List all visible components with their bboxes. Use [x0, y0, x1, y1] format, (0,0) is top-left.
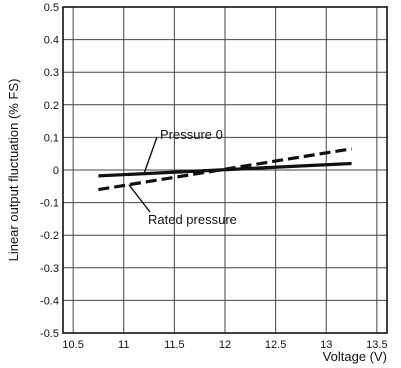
x-tick-label: 11.5: [164, 339, 185, 351]
y-tick-label: -0.3: [40, 263, 59, 275]
series-line-rated-pressure: [98, 147, 352, 192]
annotations: Pressure 0 Rated pressure: [128, 127, 237, 227]
annotation-leader-pressure-0: [143, 136, 158, 174]
x-tick-label: 11: [118, 339, 129, 351]
y-tick-label: 0.5: [44, 2, 59, 14]
x-tick-label: 12: [219, 339, 231, 351]
annotation-leader-rated-pressure: [128, 184, 151, 213]
y-tick-label: -0.5: [40, 328, 59, 340]
y-tick-label: 0: [53, 165, 59, 177]
y-tick-label: 0.3: [44, 67, 59, 79]
y-axis-label: Linear output fluctuation (% FS): [6, 79, 21, 262]
y-tick-label: 0.2: [44, 100, 59, 112]
x-tick-label: 13.5: [366, 339, 387, 351]
y-tick-label: 0.1: [44, 132, 59, 144]
y-tick-label: -0.1: [40, 198, 59, 210]
annotation-rated-pressure: Rated pressure: [148, 212, 237, 227]
x-tick-label: 10.5: [62, 339, 83, 351]
x-tick-label: 13: [320, 339, 332, 351]
x-axis-label: Voltage (V): [323, 349, 387, 364]
y-tick-label: -0.2: [40, 230, 59, 242]
annotation-pressure-0: Pressure 0: [160, 127, 223, 142]
series-lines: [98, 147, 352, 192]
y-tick-label: 0.4: [44, 35, 59, 47]
plot-frame: [62, 6, 388, 334]
y-tick-label: -0.4: [40, 295, 59, 307]
x-tick-label: 12.5: [265, 339, 286, 351]
y-ticks: 0.5 0.4 0.3 0.2 0.1 0 -0.1 -0.2 -0.3 -0.4 -0.5: [40, 2, 59, 340]
x-ticks: 10.5 11 11.5 12 12.5 13 13.5: [62, 339, 387, 351]
